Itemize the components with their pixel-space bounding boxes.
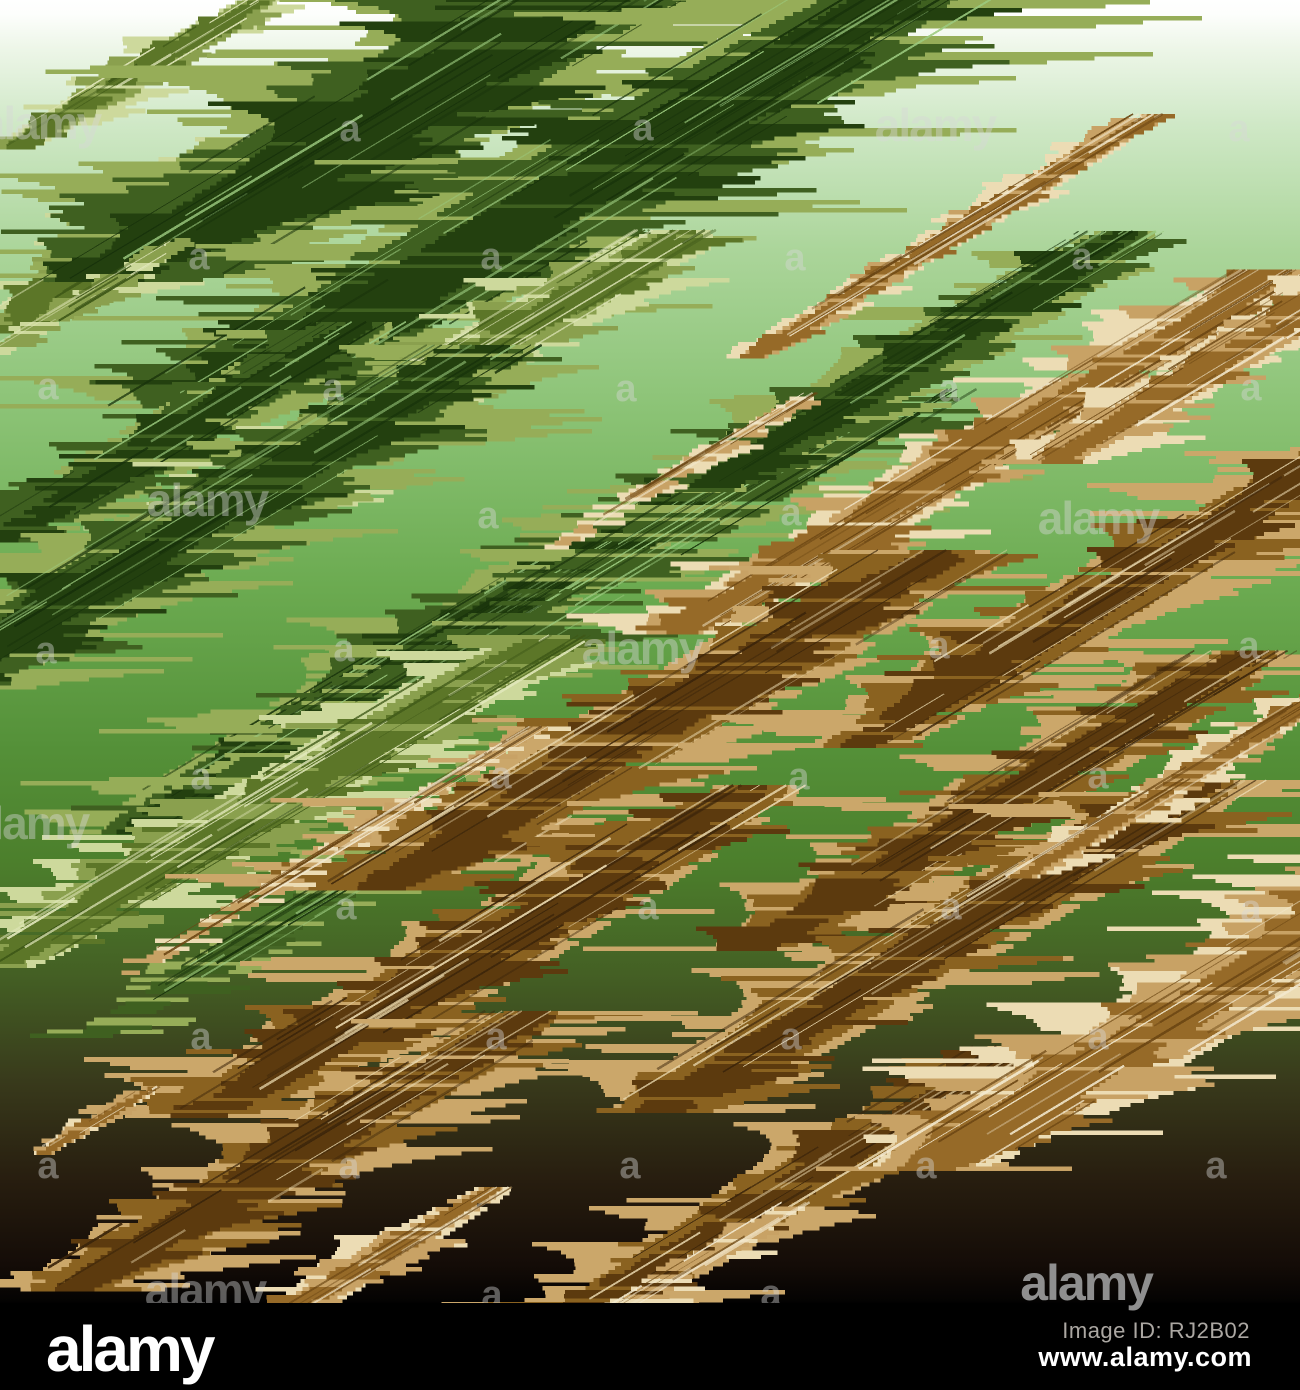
brush-stroke [0, 0, 305, 150]
alamy-logo-bottom-left: alamy [46, 1313, 215, 1385]
watermark-letter: a [938, 368, 960, 410]
watermark-letter: a [190, 1016, 212, 1058]
brush-stroke [0, 0, 890, 282]
watermark-letter: a [188, 236, 210, 278]
watermark-letter: a [1087, 755, 1109, 797]
brush-stroke [33, 1085, 161, 1156]
watermark-letter: a [615, 368, 637, 410]
watermark-letter: a [333, 628, 355, 670]
watermark-letter: a [784, 237, 806, 279]
watermark-letter: a [780, 492, 802, 534]
watermark-letter: a [477, 495, 499, 537]
watermark-wordmark: alamy [0, 797, 91, 849]
watermark-letter: a [490, 755, 512, 797]
watermark-letter: a [1087, 1016, 1109, 1058]
watermark-letter: a [632, 107, 654, 149]
brush-stroke [726, 112, 1175, 359]
watermark-letter: a [335, 886, 357, 928]
brush-stroke [78, 784, 887, 1118]
watermark-letter: a [940, 886, 962, 928]
brush-stroke [677, 447, 1300, 748]
brush-stroke [1004, 694, 1300, 879]
watermark-letter: a [915, 1145, 937, 1187]
brush-stroke [815, 854, 1300, 1171]
brush-stroke [164, 548, 1112, 891]
watermark-letter: a [780, 1016, 802, 1058]
alamy-url-text: www.alamy.com [1038, 1342, 1252, 1372]
watermark-letter: a [1240, 888, 1262, 930]
alamy-logo-bottom-right: alamy [1020, 1255, 1154, 1311]
watermark-wordmark: alamy [0, 97, 103, 149]
watermark-letter: a [1240, 367, 1262, 409]
watermark-letter: a [322, 367, 344, 409]
brush-stroke [0, 237, 195, 355]
watermark-letter: a [1238, 625, 1260, 667]
watermark-letter: a [637, 886, 659, 928]
watermark-letter: a [37, 366, 59, 408]
watermark-letter: a [1205, 1145, 1227, 1187]
image-id-label: Image ID: RJ2B02 [1062, 1318, 1250, 1343]
brush-stroke [0, 1009, 698, 1292]
watermark-letter: a [788, 756, 810, 798]
watermark-letter: a [485, 1016, 507, 1058]
watermark-letter: a [480, 236, 502, 278]
watermark-wordmark: alamy [875, 99, 998, 151]
watermark-letter: a [928, 625, 950, 667]
watermark-wordmark: alamy [582, 622, 705, 674]
bottom-black-bar [0, 1303, 1300, 1390]
watermark-letter: a [37, 1145, 59, 1187]
watermark-wordmark: alamy [1038, 492, 1161, 544]
watermark-letter: a [338, 1145, 360, 1187]
watermark-letter: a [1071, 236, 1093, 278]
watermark-letter: a [1228, 108, 1250, 150]
brush-stroke [544, 391, 822, 550]
watermark-letter: a [190, 756, 212, 798]
brush-stroke [0, 343, 602, 690]
brush-stroke [0, 634, 620, 968]
watermark-letter: a [35, 630, 57, 672]
brush-stroke [583, 649, 1300, 952]
watermark-letter: a [619, 1145, 641, 1187]
watermark-letter: a [339, 108, 361, 150]
watermark-wordmark: alamy [147, 474, 270, 526]
brush-stroke [121, 725, 572, 975]
